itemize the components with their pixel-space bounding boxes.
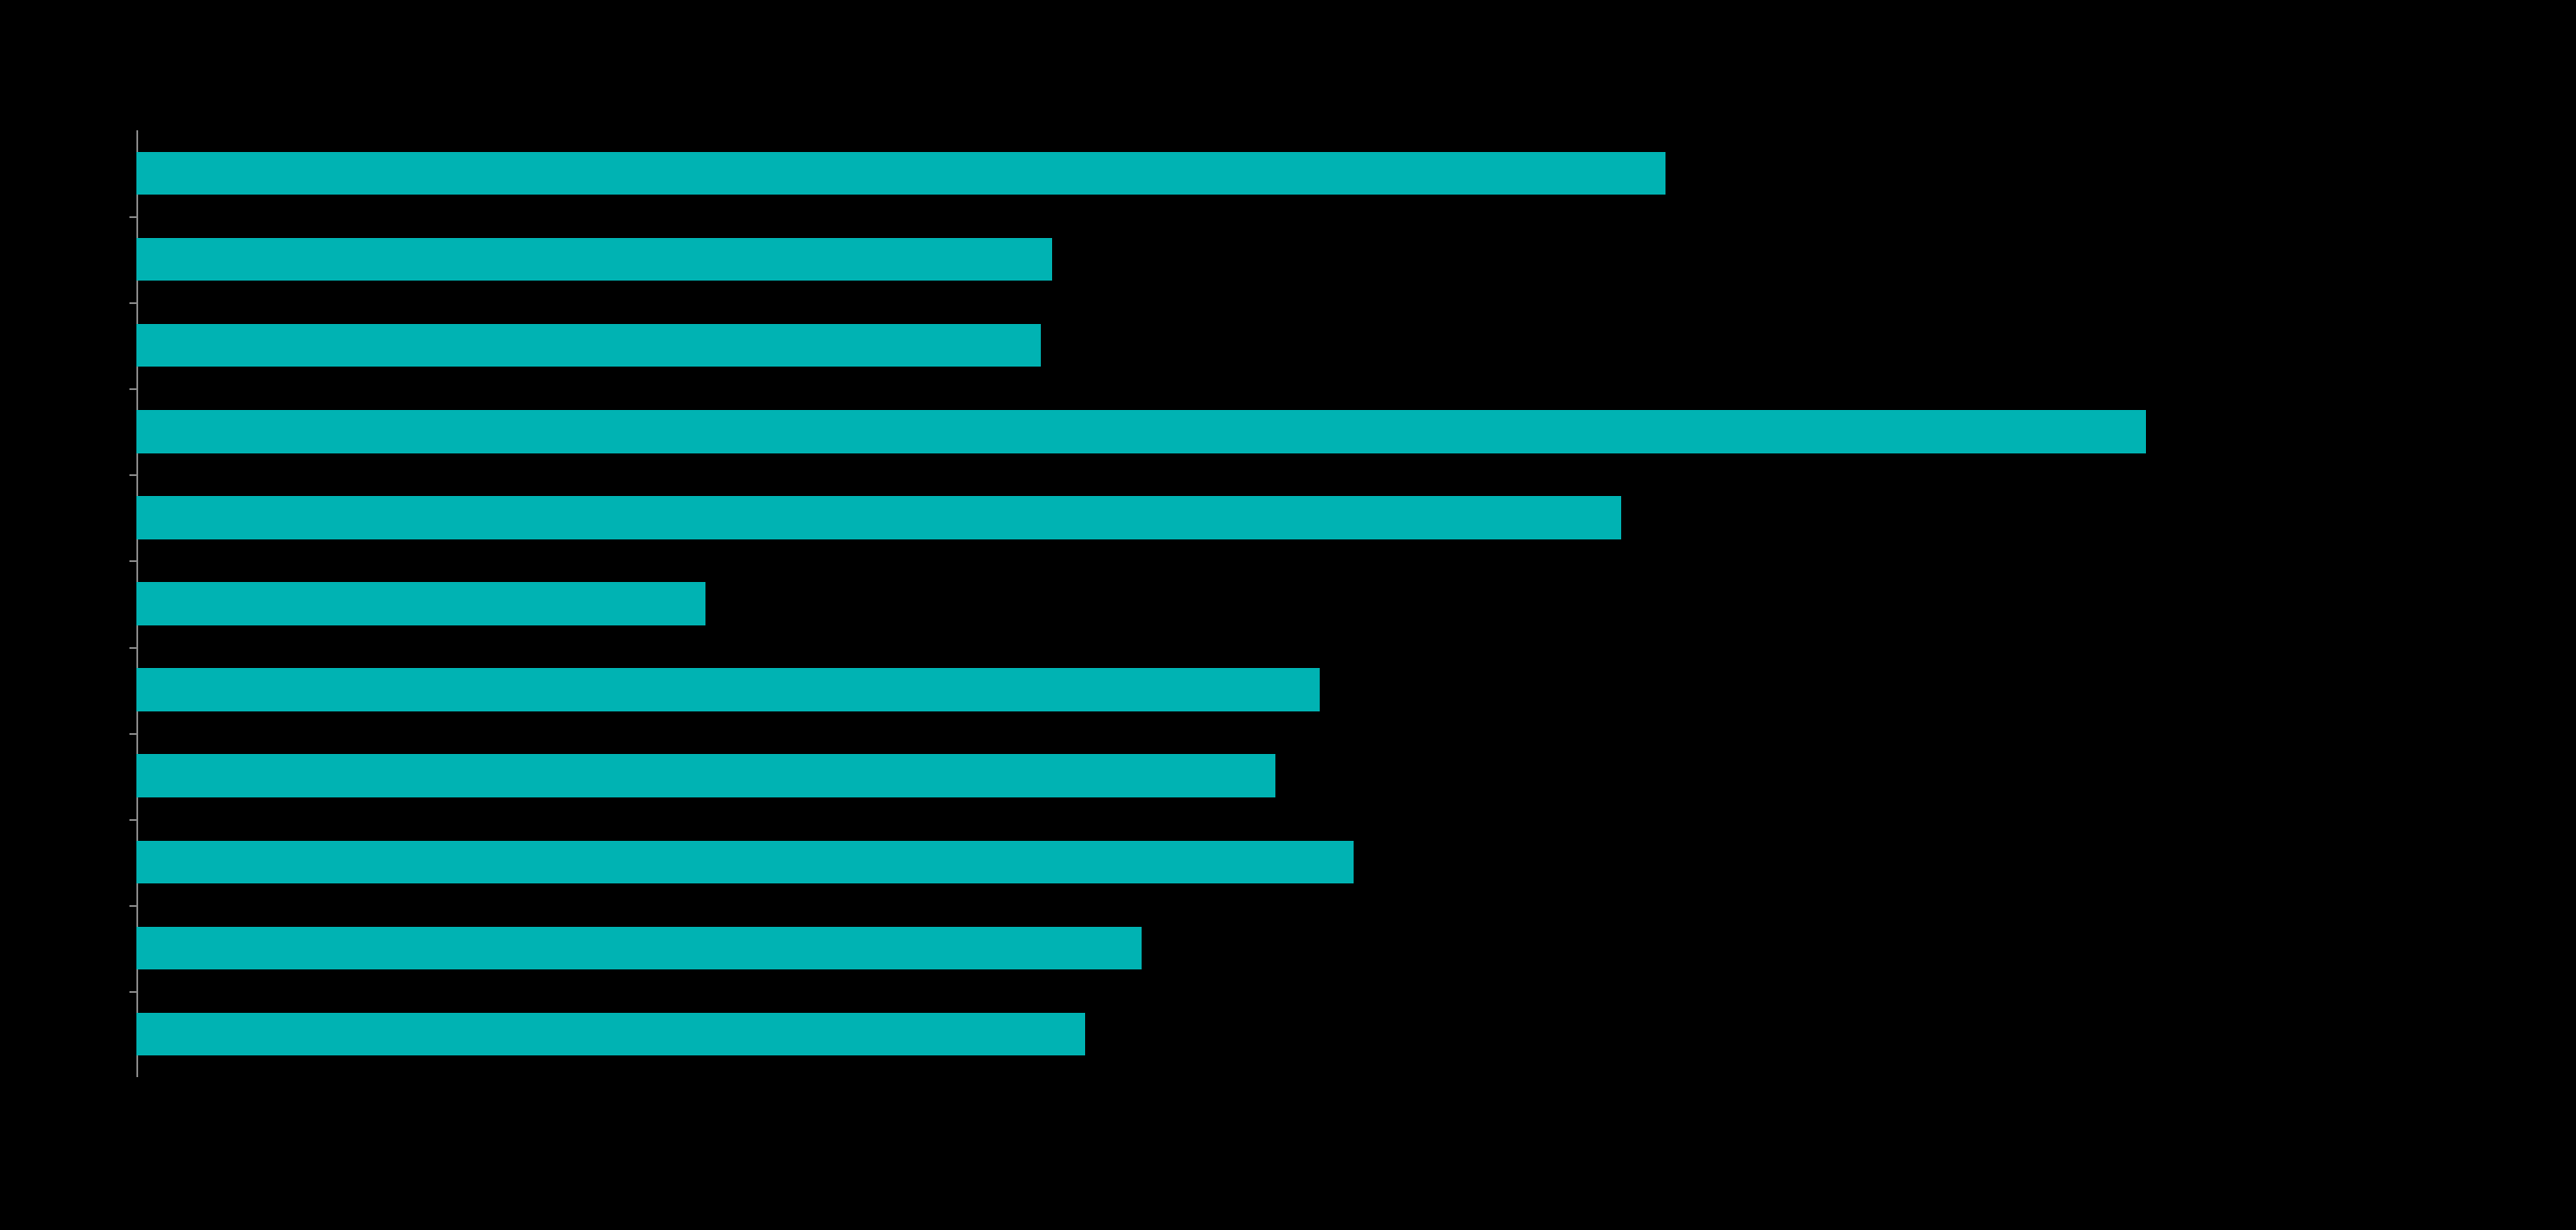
y-tick [129, 560, 136, 562]
bar [136, 152, 1665, 195]
bar [136, 841, 1354, 884]
y-tick [129, 991, 136, 993]
chart-container [0, 0, 2576, 1230]
y-tick [129, 388, 136, 390]
bar [136, 1013, 1085, 1056]
y-tick [129, 647, 136, 649]
y-tick [129, 733, 136, 735]
y-tick [129, 819, 136, 821]
y-tick [129, 905, 136, 907]
bar [136, 582, 705, 625]
plot-area [136, 130, 2369, 1077]
bar [136, 410, 2146, 453]
bar [136, 927, 1142, 970]
bar [136, 496, 1621, 539]
y-tick [129, 474, 136, 476]
y-tick [129, 302, 136, 304]
y-tick [129, 216, 136, 218]
bar [136, 668, 1320, 711]
bar [136, 238, 1052, 281]
bar [136, 754, 1275, 797]
bar [136, 324, 1041, 367]
